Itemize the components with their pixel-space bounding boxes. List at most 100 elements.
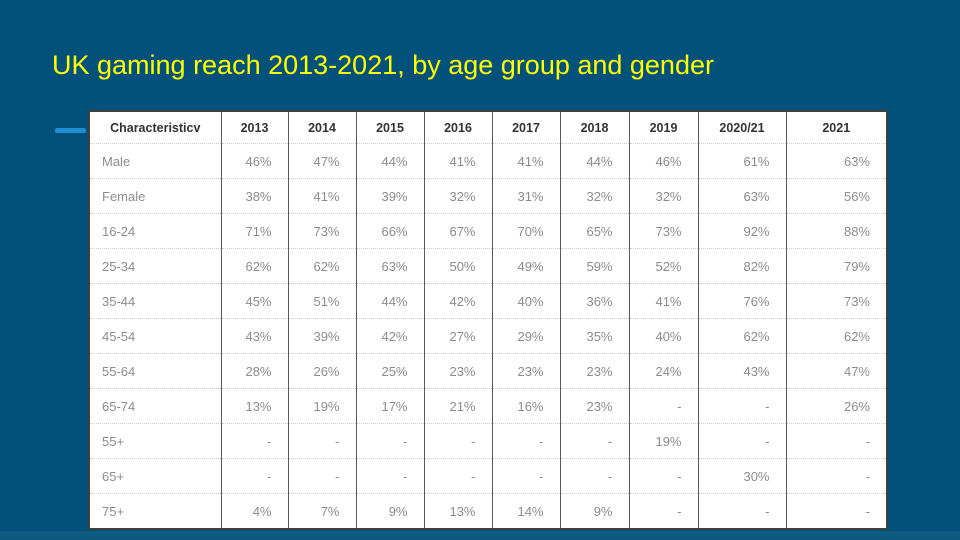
table-row: 35-44 45% 51% 44% 42% 40% 36% 41% 76% 73% [89, 283, 887, 319]
table-cell: 70% [491, 213, 560, 249]
table-cell: 13% [220, 388, 288, 424]
table-cell: 59% [559, 248, 629, 284]
row-label: 55-64 [89, 353, 221, 389]
table-cell: 62% [287, 248, 356, 284]
table-row: 45-54 43% 39% 42% 27% 29% 35% 40% 62% 62% [89, 318, 887, 354]
table-cell: 4% [220, 493, 288, 529]
table-cell: - [423, 458, 492, 494]
table-cell: 23% [423, 353, 492, 389]
table-cell: - [491, 423, 560, 459]
page-title: UK gaming reach 2013-2021, by age group … [52, 50, 714, 80]
table-cell: 47% [287, 143, 356, 179]
table-cell: 25% [355, 353, 424, 389]
table-cell: 40% [491, 283, 560, 319]
table-cell: 42% [355, 318, 424, 354]
table-cell: 38% [220, 178, 288, 214]
table-cell: 14% [491, 493, 560, 529]
table-cell: 41% [628, 283, 698, 319]
year-column-header: 2018 [559, 111, 629, 144]
table-cell: 32% [628, 178, 698, 214]
table-cell: 65% [559, 213, 629, 249]
table-cell: 13% [423, 493, 492, 529]
table-row: 65-74 13% 19% 17% 21% 16% 23% - -26% [89, 388, 887, 424]
table-cell: 32% [559, 178, 629, 214]
table-cell: 41% [423, 143, 492, 179]
table-cell: - [785, 493, 887, 529]
table-cell: 82% [697, 248, 786, 284]
table-cell: 21% [423, 388, 492, 424]
table-row: 55-64 28% 26% 25% 23% 23% 23% 24% 43% 47% [89, 353, 887, 389]
row-label: 16-24 [89, 213, 221, 249]
table-cell: 63% [785, 143, 887, 179]
table-row: 55+ - - - - - -19% - - [89, 423, 887, 459]
table-cell: 73% [628, 213, 698, 249]
table-cell: 73% [287, 213, 356, 249]
table-cell: - [697, 388, 786, 424]
table-row: 25-34 62% 62% 63% 50% 49% 59% 52% 82% 79% [89, 248, 887, 284]
table-cell: - [785, 458, 887, 494]
year-column-header: 2017 [491, 111, 560, 144]
table-cell: 42% [423, 283, 492, 319]
table-cell: 9% [559, 493, 629, 529]
data-table: Characteristicv 2013 2014 2015 2016 2017 2018 2… [88, 110, 888, 530]
table-row: 65+ - - - - - - -30% - [89, 458, 887, 494]
table-container: Characteristicv 2013 2014 2015 2016 2017 2018 2… [88, 110, 888, 530]
table-cell: 26% [287, 353, 356, 389]
row-label: 65-74 [89, 388, 221, 424]
table-cell: - [355, 423, 424, 459]
row-label: 65+ [89, 458, 221, 494]
table-row: 16-24 71% 73% 66% 67% 70% 65% 73% 92% 88% [89, 213, 887, 249]
table-cell: - [628, 493, 698, 529]
table-cell: - [423, 423, 492, 459]
table-cell: 17% [355, 388, 424, 424]
year-column-header: 2016 [423, 111, 492, 144]
table-cell: 30% [697, 458, 786, 494]
table-cell: 67% [423, 213, 492, 249]
table-cell: - [559, 458, 629, 494]
table-cell: 79% [785, 248, 887, 284]
table-cell: 62% [785, 318, 887, 354]
row-label: 35-44 [89, 283, 221, 319]
characteristic-column-header: Characteristicv [110, 120, 201, 135]
table-cell: 26% [785, 388, 887, 424]
table-cell: 47% [785, 353, 887, 389]
table-cell: 23% [559, 353, 629, 389]
table-cell: 61% [697, 143, 786, 179]
table-cell: 45% [220, 283, 288, 319]
table-body: Male 46% 47% 44% 41% 41% 44% 46% 61% 63% Female 38%… [89, 143, 887, 529]
table-cell: 36% [559, 283, 629, 319]
table-cell: 23% [491, 353, 560, 389]
row-label: 55+ [89, 423, 221, 459]
table-cell: 44% [355, 283, 424, 319]
table-cell: 62% [220, 248, 288, 284]
table-row: 75+ 4% 7% 9% 13% 14% 9% - - - [89, 493, 887, 529]
row-label: Male [89, 143, 221, 179]
table-cell: 24% [628, 353, 698, 389]
table-cell: 40% [628, 318, 698, 354]
row-label: 45-54 [89, 318, 221, 354]
table-cell: 63% [355, 248, 424, 284]
table-cell: 50% [423, 248, 492, 284]
table-cell: 27% [423, 318, 492, 354]
accent-dash [55, 128, 86, 133]
table-cell: 39% [287, 318, 356, 354]
table-cell: 66% [355, 213, 424, 249]
table-cell: 43% [697, 353, 786, 389]
table-cell: 43% [220, 318, 288, 354]
bottom-bar [0, 531, 960, 540]
table-cell: - [220, 423, 288, 459]
table-cell: 41% [491, 143, 560, 179]
table-cell: - [491, 458, 560, 494]
table-cell: 35% [559, 318, 629, 354]
table-cell: 41% [287, 178, 356, 214]
table-cell: 49% [491, 248, 560, 284]
table-cell: 32% [423, 178, 492, 214]
table-cell: 19% [287, 388, 356, 424]
year-column-header: 2020/21 [697, 111, 786, 144]
year-column-header: 2021 [785, 111, 887, 144]
table-cell: 19% [628, 423, 698, 459]
table-cell: - [785, 423, 887, 459]
table-cell: - [355, 458, 424, 494]
table-cell: 29% [491, 318, 560, 354]
table-cell: 9% [355, 493, 424, 529]
